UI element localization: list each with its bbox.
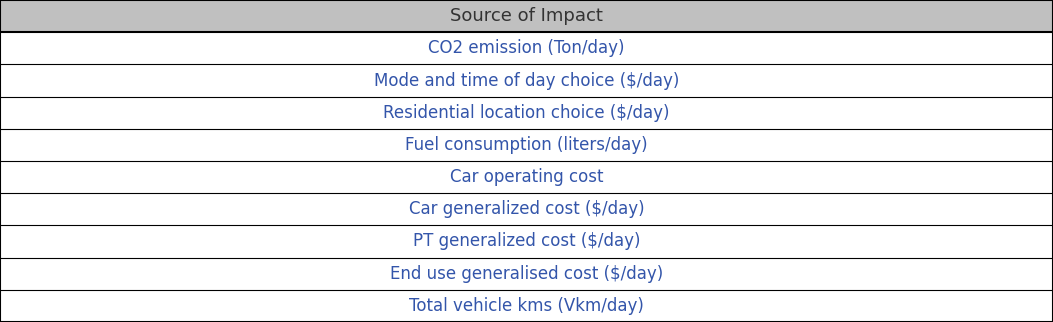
Text: CO2 emission (Ton/day): CO2 emission (Ton/day) xyxy=(429,39,624,57)
Bar xyxy=(0,64,1053,97)
Text: Total vehicle kms (Vkm/day): Total vehicle kms (Vkm/day) xyxy=(409,297,644,315)
Bar xyxy=(0,225,1053,258)
Bar xyxy=(0,0,1053,32)
Bar xyxy=(0,32,1053,64)
Text: Fuel consumption (liters/day): Fuel consumption (liters/day) xyxy=(405,136,648,154)
Text: Car generalized cost ($/day): Car generalized cost ($/day) xyxy=(409,200,644,218)
Text: Source of Impact: Source of Impact xyxy=(450,7,603,25)
Bar xyxy=(0,258,1053,290)
Text: Residential location choice ($/day): Residential location choice ($/day) xyxy=(383,104,670,122)
Bar xyxy=(0,97,1053,129)
Bar xyxy=(0,129,1053,161)
Bar xyxy=(0,161,1053,193)
Text: PT generalized cost ($/day): PT generalized cost ($/day) xyxy=(413,232,640,251)
Text: Car operating cost: Car operating cost xyxy=(450,168,603,186)
Text: End use generalised cost ($/day): End use generalised cost ($/day) xyxy=(390,265,663,283)
Text: Mode and time of day choice ($/day): Mode and time of day choice ($/day) xyxy=(374,71,679,90)
Bar xyxy=(0,290,1053,322)
Bar xyxy=(0,193,1053,225)
